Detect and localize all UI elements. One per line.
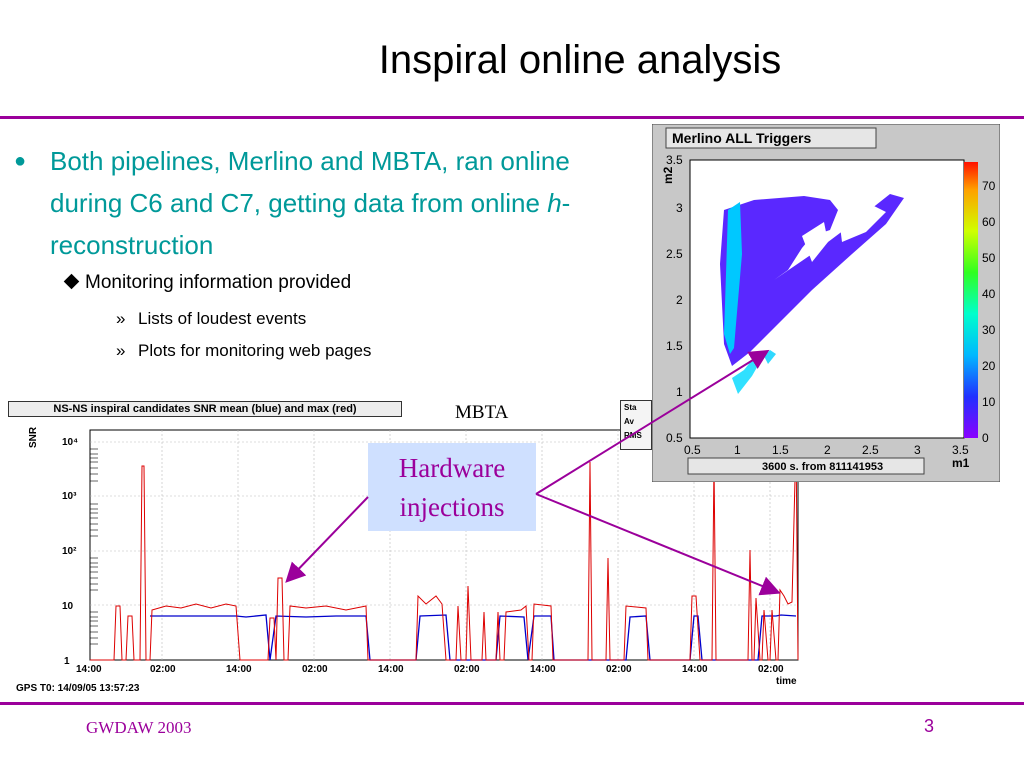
hardware-injections-callout: Hardware injections bbox=[368, 443, 536, 531]
heatmap-xlabel: m1 bbox=[952, 456, 970, 470]
sub-bullet: Monitoring information provided bbox=[63, 272, 352, 294]
snr-xlabel: time bbox=[776, 676, 797, 687]
raquo-bullet-icon: » bbox=[116, 341, 126, 360]
heatmap-y-tick: 0.5 bbox=[666, 431, 683, 445]
heatmap-trigger-region bbox=[720, 194, 904, 366]
x-tick: 02:00 bbox=[302, 664, 328, 675]
callout-line-1: Hardware bbox=[398, 453, 506, 483]
colorbar-tick: 60 bbox=[982, 215, 996, 229]
heatmap-y-tick: 3.5 bbox=[666, 153, 683, 167]
y-tick: 10⁴ bbox=[62, 437, 78, 448]
x-tick: 02:00 bbox=[758, 664, 784, 675]
colorbar-tick: 70 bbox=[982, 179, 996, 193]
bottom-divider bbox=[0, 702, 1024, 705]
heatmap-y-tick: 2 bbox=[676, 293, 683, 307]
snr-stats-box: Sta Av RMS bbox=[620, 400, 652, 450]
slide-title: Inspiral online analysis bbox=[378, 38, 782, 82]
heatmap-x-tick: 3 bbox=[914, 443, 921, 457]
snr-minor-ticks bbox=[90, 448, 98, 645]
subsub-bullet-1: » Lists of loudest events bbox=[116, 309, 306, 329]
bullet-dot-icon: ● bbox=[14, 150, 27, 172]
heatmap-ylabel: m2 bbox=[661, 166, 675, 184]
main-bullet-text: Both pipelines, Merlino and MBTA, ran on… bbox=[50, 140, 620, 266]
y-tick: 10 bbox=[62, 601, 74, 612]
stats-line: Sta bbox=[624, 403, 637, 412]
heatmap-footer: 3600 s. from 811141953 bbox=[762, 461, 883, 473]
heatmap-y-tick: 2.5 bbox=[666, 247, 683, 261]
subsub-bullet-text: Plots for monitoring web pages bbox=[138, 341, 372, 360]
colorbar-tick: 20 bbox=[982, 359, 996, 373]
heatmap-y-tick: 1 bbox=[676, 385, 683, 399]
snr-ylabel: SNR bbox=[28, 426, 39, 448]
gps-t0-label: GPS T0: 14/09/05 13:57:23 bbox=[16, 683, 140, 694]
colorbar-tick: 0 bbox=[982, 431, 989, 445]
stats-line: Av bbox=[624, 417, 634, 426]
heatmap-title: Merlino ALL Triggers bbox=[672, 130, 811, 146]
heatmap-y-tick: 3 bbox=[676, 201, 683, 215]
y-tick: 10³ bbox=[62, 491, 77, 502]
x-tick: 02:00 bbox=[150, 664, 176, 675]
x-tick: 02:00 bbox=[606, 664, 632, 675]
snr-mean-series bbox=[150, 614, 797, 661]
stats-line: RMS bbox=[624, 431, 642, 440]
subsub-bullet-2: » Plots for monitoring web pages bbox=[116, 341, 371, 361]
y-tick: 10² bbox=[62, 546, 77, 557]
heatmap-x-tick: 3.5 bbox=[952, 443, 969, 457]
heatmap-colorbar bbox=[964, 162, 978, 438]
x-tick: 14:00 bbox=[76, 664, 102, 675]
heatmap-x-tick: 0.5 bbox=[684, 443, 701, 457]
mbta-label: MBTA bbox=[455, 402, 509, 423]
colorbar-tick: 30 bbox=[982, 323, 996, 337]
x-tick: 14:00 bbox=[530, 664, 556, 675]
main-bullet-tail: -reconstruction bbox=[50, 188, 571, 260]
x-tick: 14:00 bbox=[226, 664, 252, 675]
page-number: 3 bbox=[924, 716, 935, 736]
x-tick: 14:00 bbox=[378, 664, 404, 675]
snr-max-series bbox=[90, 437, 799, 661]
heatmap-x-tick: 2.5 bbox=[862, 443, 879, 457]
snr-chart-title: NS-NS inspiral candidates SNR mean (blue… bbox=[8, 401, 402, 417]
main-bullet-italic: h bbox=[547, 188, 562, 218]
main-bullet-lead: Both pipelines, Merlino and MBTA, ran on… bbox=[50, 146, 570, 218]
y-tick: 1 bbox=[64, 656, 70, 667]
heatmap-x-tick: 1 bbox=[734, 443, 741, 457]
subsub-bullet-text: Lists of loudest events bbox=[138, 309, 307, 328]
raquo-bullet-icon: » bbox=[116, 309, 126, 328]
callout-line-2: injections bbox=[399, 492, 505, 522]
colorbar-tick: 50 bbox=[982, 251, 996, 265]
x-tick: 02:00 bbox=[454, 664, 480, 675]
heatmap-x-tick: 2 bbox=[824, 443, 831, 457]
footer-conference: GWDAW 2003 bbox=[86, 718, 192, 737]
top-divider bbox=[0, 116, 1024, 119]
diamond-bullet-icon bbox=[63, 273, 80, 290]
x-tick: 14:00 bbox=[682, 664, 708, 675]
heatmap-x-tick: 1.5 bbox=[772, 443, 789, 457]
colorbar-tick: 40 bbox=[982, 287, 996, 301]
colorbar-tick: 10 bbox=[982, 395, 996, 409]
merlino-heatmap: Merlino ALL Triggers 3.5 3 2.5 2 1.5 1 0… bbox=[652, 124, 1000, 482]
heatmap-y-tick: 1.5 bbox=[666, 339, 683, 353]
sub-bullet-text: Monitoring information provided bbox=[85, 272, 352, 293]
